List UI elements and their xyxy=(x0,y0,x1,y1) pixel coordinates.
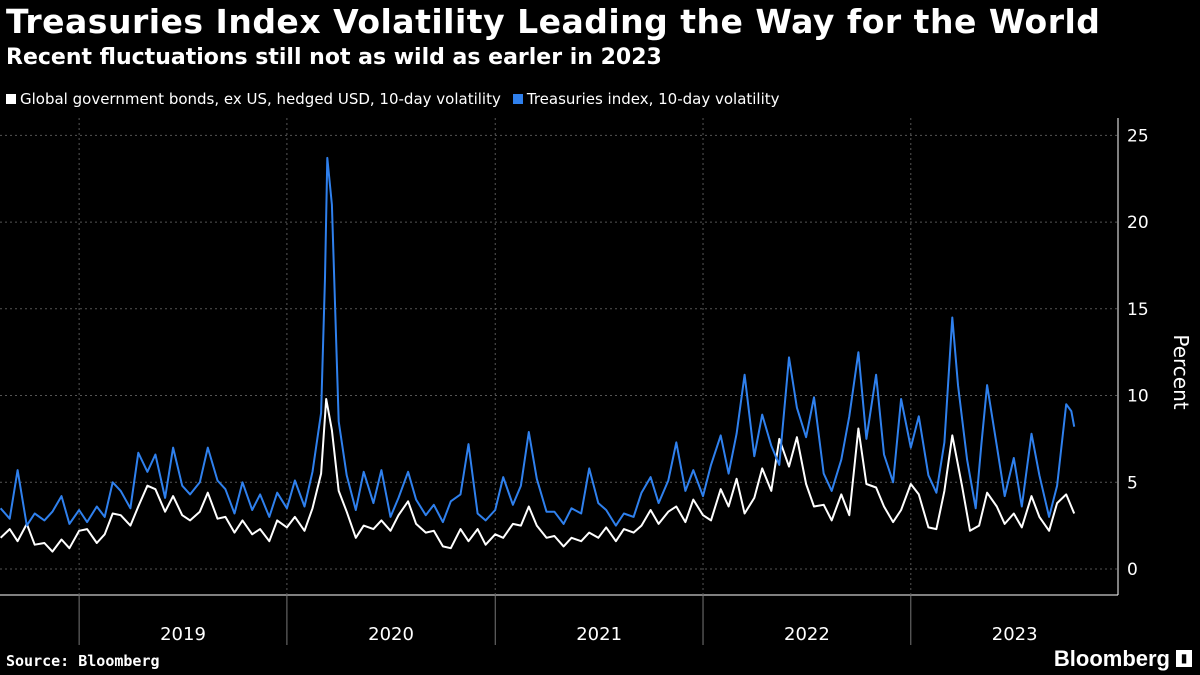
x-tick-label: 2019 xyxy=(160,624,206,645)
y-axis-title: Percent xyxy=(1169,334,1193,409)
x-tick-label: 2022 xyxy=(784,624,830,645)
y-tick-label: 20 xyxy=(1127,213,1149,233)
y-tick-label: 5 xyxy=(1127,473,1138,493)
brand-logo: Bloomberg xyxy=(1053,646,1170,671)
legend-item-treasuries: Treasuries index, 10-day volatility xyxy=(512,90,780,108)
y-tick-label: 25 xyxy=(1127,126,1149,146)
legend-label-global: Global government bonds, ex US, hedged U… xyxy=(20,90,501,108)
x-tick-label: 2020 xyxy=(368,624,414,645)
legend-swatch-white xyxy=(6,94,16,104)
chart-title: Treasuries Index Volatility Leading the … xyxy=(6,2,1101,41)
x-tick-label: 2023 xyxy=(992,624,1038,645)
y-tick-label: 15 xyxy=(1127,300,1149,320)
chart-subtitle: Recent fluctuations still not as wild as… xyxy=(6,45,662,70)
source-note: Source: Bloomberg xyxy=(6,652,160,670)
x-tick-label: 2021 xyxy=(576,624,622,645)
series-line-global xyxy=(0,398,1076,553)
legend-item-global: Global government bonds, ex US, hedged U… xyxy=(6,90,501,108)
y-tick-label: 10 xyxy=(1127,387,1149,407)
legend: Global government bonds, ex US, hedged U… xyxy=(6,90,792,108)
legend-swatch-blue xyxy=(512,94,523,104)
series-line-treasuries xyxy=(0,156,1076,527)
chart-icon: ▮ xyxy=(1176,650,1192,667)
y-tick-label: 0 xyxy=(1127,560,1138,580)
legend-label-treasuries: Treasuries index, 10-day volatility xyxy=(526,90,780,108)
